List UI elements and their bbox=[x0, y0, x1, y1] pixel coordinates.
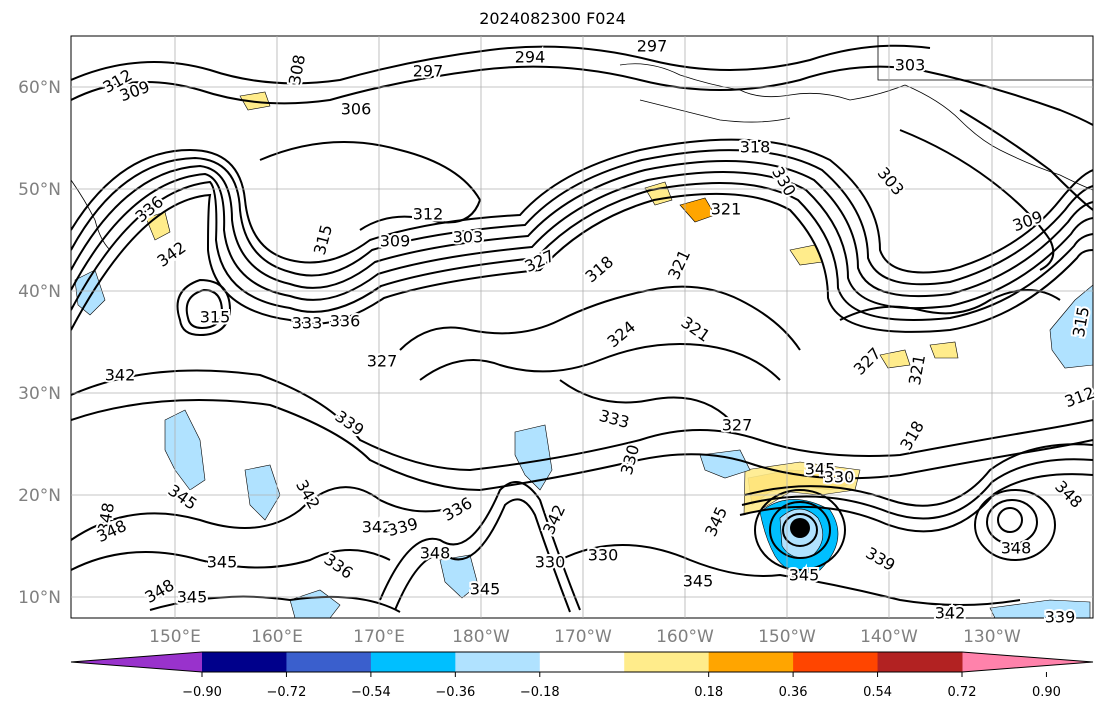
contour-label: 327 bbox=[722, 416, 753, 435]
lon-label: 150°E bbox=[149, 627, 201, 647]
lon-label: 170°E bbox=[353, 627, 405, 647]
colorbar-label: −0.54 bbox=[351, 685, 391, 700]
lon-label: 160°E bbox=[251, 627, 303, 647]
colorbar-label: −0.36 bbox=[435, 685, 475, 700]
contour-label: 348 bbox=[420, 544, 451, 563]
colorbar-segment bbox=[286, 652, 372, 672]
colorbar-extend-min bbox=[71, 652, 202, 672]
shade-yellow-1 bbox=[145, 211, 171, 241]
contour-label: 342 bbox=[362, 518, 393, 537]
colorbar-label: −0.72 bbox=[267, 685, 307, 700]
contour-label: 321 bbox=[711, 200, 742, 219]
contour-label: 327 bbox=[367, 352, 398, 371]
shade-lightblue-6 bbox=[989, 599, 1091, 618]
lat-label: 30°N bbox=[18, 384, 61, 404]
contour-label: 345 bbox=[789, 566, 820, 585]
shaded-fields bbox=[74, 91, 1093, 618]
colorbar-segment bbox=[202, 652, 287, 672]
colorbar-segment bbox=[624, 652, 710, 672]
colorbar-segment bbox=[877, 652, 963, 672]
contour-label: 330 bbox=[824, 468, 855, 487]
colorbar-segment bbox=[455, 652, 541, 672]
shade-yellow-5 bbox=[929, 341, 959, 359]
contour-label: 303 bbox=[453, 228, 484, 247]
contour-label: 297 bbox=[637, 37, 668, 56]
lon-label: 140°W bbox=[860, 627, 918, 647]
lat-label: 60°N bbox=[18, 78, 61, 98]
shade-lightblue-5 bbox=[699, 449, 751, 479]
lon-label: 180°W bbox=[452, 627, 510, 647]
shade-lightblue-9 bbox=[74, 269, 106, 316]
lat-label: 40°N bbox=[18, 282, 61, 302]
colorbar-label: 0.36 bbox=[779, 685, 808, 700]
lat-label: 10°N bbox=[18, 588, 61, 608]
colorbar: −0.90 −0.72 −0.54 −0.36 −0.18 0.18 0.36 0.54 0.7… bbox=[70, 651, 1094, 700]
contour-label: 315 bbox=[200, 308, 231, 327]
shade-dark-center bbox=[790, 518, 810, 538]
contour-label: 330 bbox=[535, 553, 566, 572]
contour-label: 345 bbox=[177, 588, 208, 607]
colorbar-label: −0.18 bbox=[520, 685, 560, 700]
contour-label: 345 bbox=[207, 553, 238, 572]
contour-label: 306 bbox=[341, 100, 372, 119]
contour-label: 309 bbox=[380, 232, 411, 251]
contour-label: 318 bbox=[740, 138, 771, 157]
lon-label: 170°W bbox=[554, 627, 612, 647]
contour-label: 330 bbox=[588, 546, 619, 565]
colorbar-label: 0.90 bbox=[1032, 685, 1061, 700]
colorbar-segment bbox=[708, 652, 794, 672]
lat-label: 20°N bbox=[18, 486, 61, 506]
shade-yellow-6 bbox=[879, 349, 911, 369]
contour-label: 294 bbox=[515, 48, 546, 67]
colorbar-extend-max bbox=[962, 652, 1093, 672]
contour-label: 342 bbox=[935, 604, 966, 623]
colorbar-label: 0.54 bbox=[863, 685, 892, 700]
contour-label: 333 bbox=[292, 314, 323, 333]
contour-label: 336 bbox=[330, 312, 361, 331]
contour-label: 345 bbox=[683, 572, 714, 591]
colorbar-label: 0.18 bbox=[694, 685, 723, 700]
contour-label: 348 bbox=[1001, 539, 1032, 558]
contour-label: 345 bbox=[805, 460, 836, 479]
lon-label: 160°W bbox=[656, 627, 714, 647]
colorbar-segment bbox=[370, 652, 456, 672]
shade-lightblue-2 bbox=[514, 424, 553, 491]
colorbar-label: −0.90 bbox=[182, 685, 222, 700]
colorbar-segment bbox=[793, 652, 879, 672]
contour-label: 303 bbox=[895, 56, 926, 75]
latitude-labels: 60°N 50°N 40°N 30°N 20°N 10°N bbox=[18, 78, 61, 608]
lon-label: 150°W bbox=[758, 627, 816, 647]
colorbar-segment bbox=[539, 652, 625, 672]
lat-label: 50°N bbox=[18, 180, 61, 200]
lon-label: 130°W bbox=[963, 627, 1021, 647]
contour-label: 345 bbox=[470, 580, 501, 599]
map-title: 2024082300 F024 bbox=[479, 9, 626, 28]
contour-label: 339 bbox=[1045, 608, 1076, 627]
shade-lightblue-3 bbox=[244, 464, 281, 521]
shade-orange-2 bbox=[679, 197, 716, 223]
coastlines bbox=[71, 36, 1093, 251]
colorbar-label: 0.72 bbox=[948, 685, 977, 700]
longitude-labels: 150°E 160°E 170°E 180°W 170°W 160°W 150°W 140°W… bbox=[149, 627, 1021, 647]
contour-label: 312 bbox=[413, 205, 444, 224]
shade-lightblue-4 bbox=[1049, 284, 1093, 369]
contour-label: 297 bbox=[413, 62, 444, 81]
contour-label: 342 bbox=[105, 366, 136, 385]
graticule bbox=[71, 36, 1093, 618]
shade-lightblue-8 bbox=[439, 554, 479, 599]
